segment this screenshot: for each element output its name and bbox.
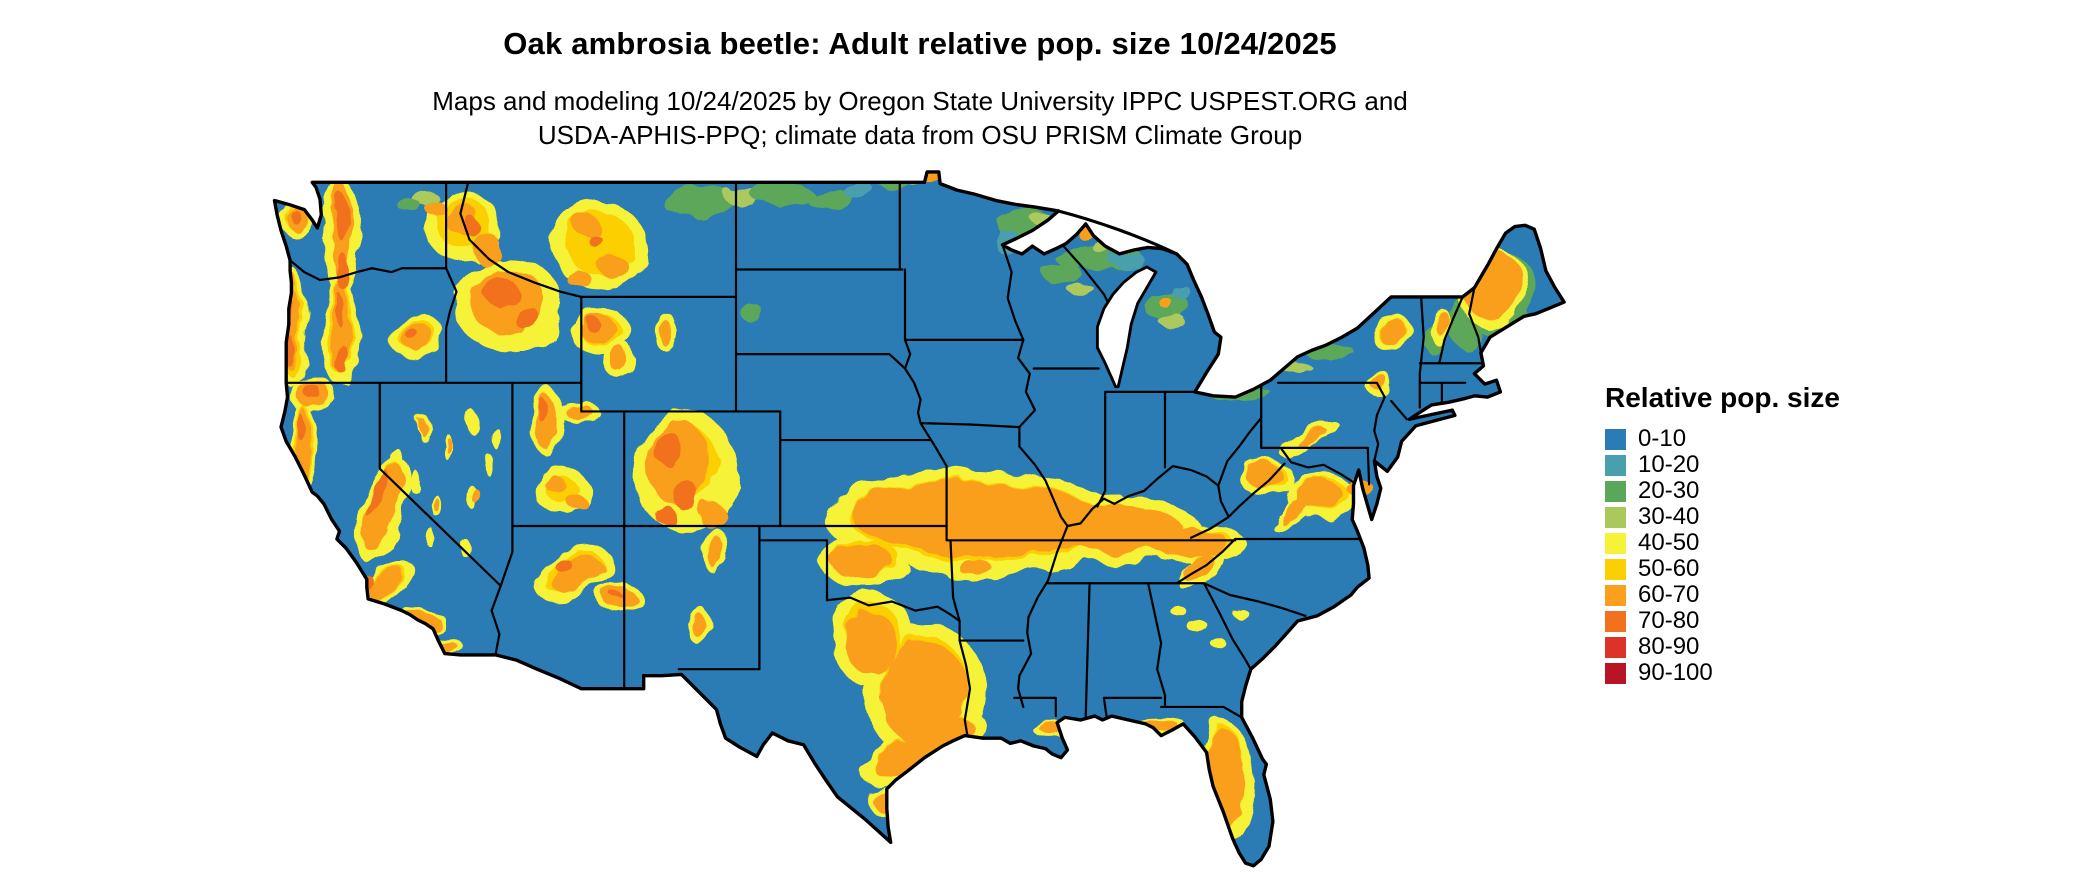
legend-swatch bbox=[1605, 454, 1626, 476]
header: Oak ambrosia beetle: Adult relative pop.… bbox=[270, 26, 1570, 152]
legend-swatch bbox=[1605, 636, 1626, 658]
legend-items: 0-10 10-20 20-30 30-40 40-50 50-60 60-70 70-80 8… bbox=[1605, 426, 1905, 686]
legend-label: 40-50 bbox=[1638, 529, 1700, 556]
legend-title: Relative pop. size bbox=[1605, 382, 1840, 413]
legend-swatch bbox=[1605, 558, 1626, 580]
legend-item: 0-10 bbox=[1605, 426, 1905, 452]
legend-swatch bbox=[1605, 506, 1626, 528]
legend: Relative pop. size 0-10 10-20 20-30 30-40 40… bbox=[1605, 382, 1905, 686]
legend-label: 60-70 bbox=[1638, 581, 1700, 608]
legend-item: 90-100 bbox=[1605, 660, 1905, 686]
lake-superior-border bbox=[1058, 209, 1178, 256]
legend-item: 70-80 bbox=[1605, 608, 1905, 634]
map-subtitle-line2: USDA-APHIS-PPQ; climate data from OSU PR… bbox=[537, 120, 1303, 150]
legend-item: 40-50 bbox=[1605, 530, 1905, 556]
state-borders bbox=[285, 181, 1483, 737]
legend-item: 60-70 bbox=[1605, 582, 1905, 608]
map-subtitle-line1: Maps and modeling 10/24/2025 by Oregon S… bbox=[432, 86, 1408, 116]
legend-label: 70-80 bbox=[1638, 607, 1700, 634]
legend-item: 50-60 bbox=[1605, 556, 1905, 582]
legend-label: 10-20 bbox=[1638, 451, 1700, 478]
legend-swatch bbox=[1605, 610, 1626, 632]
map-subtitle: Maps and modeling 10/24/2025 by Oregon S… bbox=[270, 84, 1570, 152]
lakes bbox=[1058, 209, 1178, 389]
legend-swatch bbox=[1605, 532, 1626, 554]
legend-label: 20-30 bbox=[1638, 477, 1700, 504]
legend-swatch bbox=[1605, 480, 1626, 502]
legend-label: 50-60 bbox=[1638, 555, 1700, 582]
legend-swatch bbox=[1605, 662, 1626, 684]
legend-swatch bbox=[1605, 584, 1626, 606]
legend-item: 20-30 bbox=[1605, 478, 1905, 504]
us-map-figure bbox=[268, 168, 1568, 884]
map-title: Oak ambrosia beetle: Adult relative pop.… bbox=[503, 26, 1337, 61]
legend-label: 30-40 bbox=[1638, 503, 1700, 530]
legend-swatch bbox=[1605, 428, 1626, 450]
legend-label: 0-10 bbox=[1638, 425, 1687, 452]
legend-item: 10-20 bbox=[1605, 452, 1905, 478]
legend-label: 80-90 bbox=[1638, 633, 1700, 660]
legend-item: 80-90 bbox=[1605, 634, 1905, 660]
us-map bbox=[272, 170, 1566, 868]
legend-label: 90-100 bbox=[1638, 659, 1713, 686]
legend-item: 30-40 bbox=[1605, 504, 1905, 530]
lake-michigan bbox=[1095, 265, 1158, 389]
